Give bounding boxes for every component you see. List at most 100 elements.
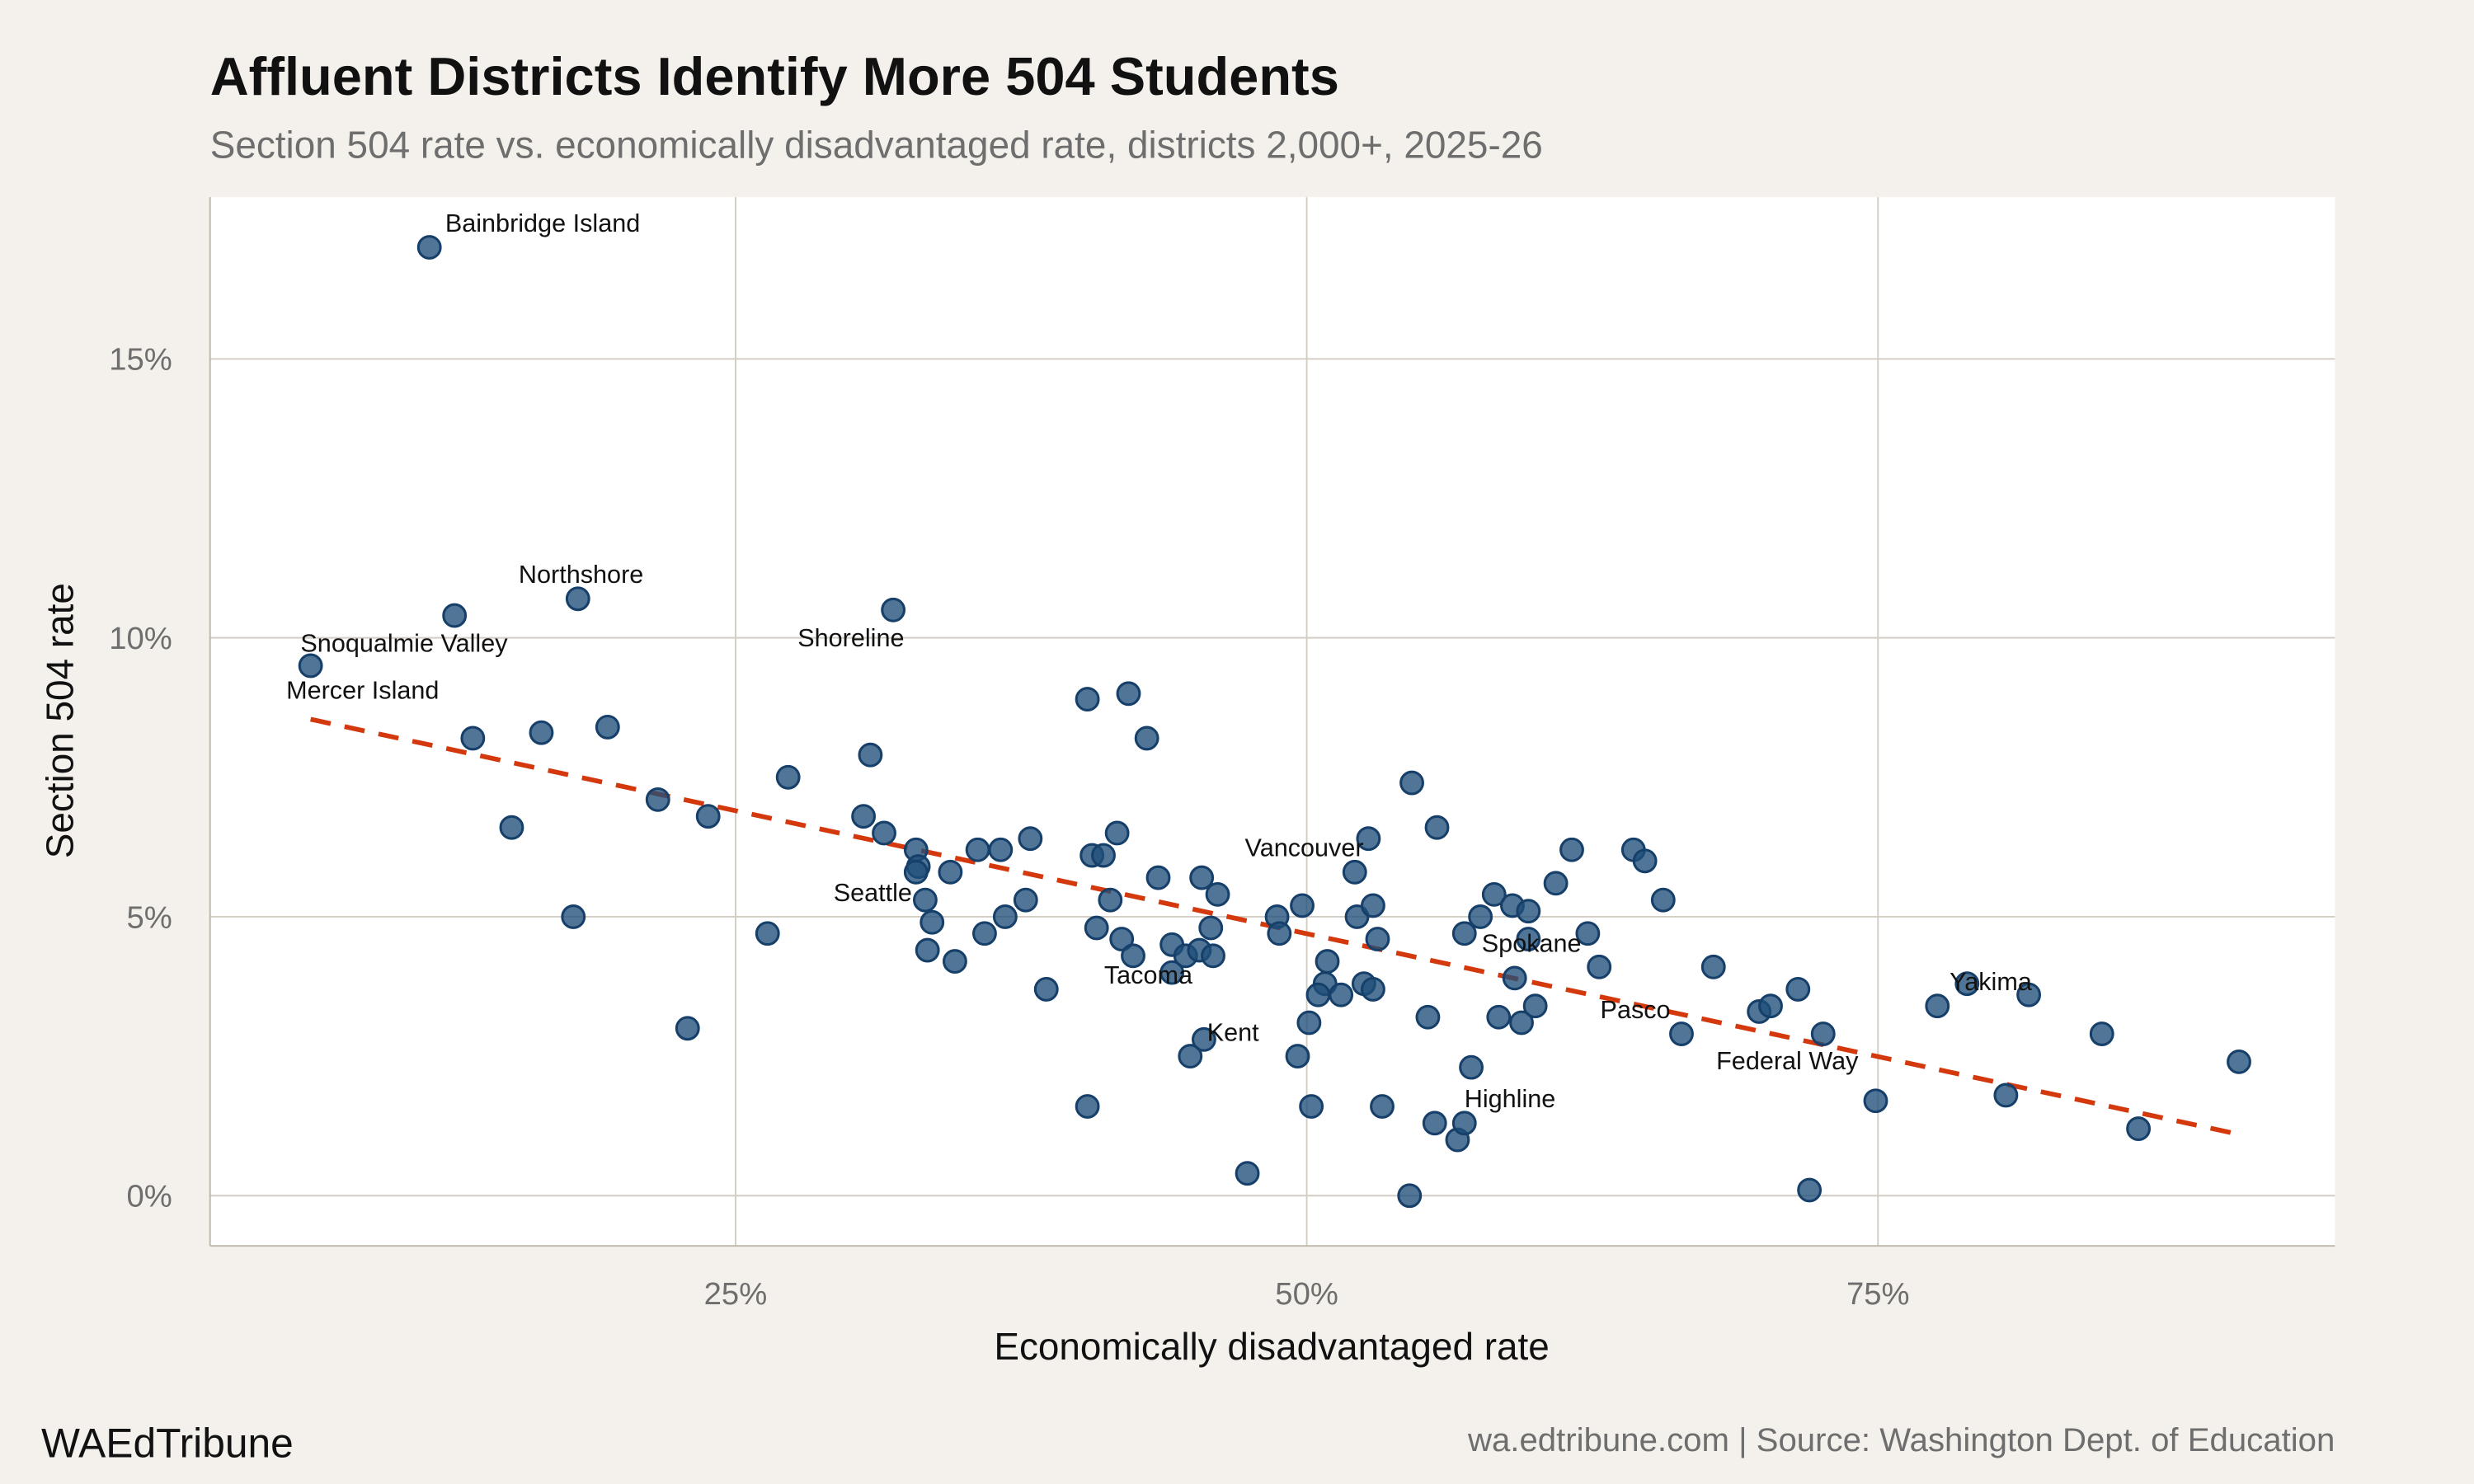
data-point: [1205, 881, 1230, 907]
data-point: [915, 937, 940, 963]
point-label: Tacoma: [1104, 961, 1193, 989]
data-point: [988, 837, 1014, 862]
data-point: [1575, 921, 1601, 946]
x-tick-label: 50%: [1275, 1276, 1338, 1312]
point-label: Spokane: [1482, 929, 1582, 957]
data-point: [645, 787, 670, 812]
data-points: [298, 235, 2251, 1209]
data-point: [920, 909, 945, 935]
point-label: Vancouver: [1245, 834, 1364, 862]
data-point: [1370, 1094, 1395, 1119]
data-point: [992, 904, 1018, 929]
data-point: [1104, 820, 1130, 846]
data-point: [912, 887, 938, 913]
data-point: [1502, 965, 1527, 991]
data-point: [1178, 1044, 1203, 1069]
data-point: [1516, 927, 1541, 951]
data-point: [1299, 1094, 1324, 1119]
data-point: [1329, 982, 1354, 1007]
data-point: [1415, 1004, 1441, 1030]
data-point: [1399, 770, 1424, 796]
data-point: [1758, 993, 1783, 1019]
data-point: [1543, 871, 1569, 896]
data-point: [1365, 927, 1390, 951]
data-point: [1650, 887, 1676, 913]
data-point: [1189, 865, 1215, 890]
data-point: [595, 714, 620, 740]
data-point: [1075, 1094, 1100, 1119]
y-tick-label: 15%: [109, 342, 172, 378]
data-point: [1116, 681, 1141, 707]
data-point: [1075, 687, 1100, 711]
data-point: [943, 949, 967, 974]
data-point: [1797, 1177, 1823, 1203]
x-axis-label: Economically disadvantaged rate: [994, 1325, 1549, 1368]
data-point: [2126, 1116, 2152, 1141]
data-point: [1459, 1054, 1484, 1080]
data-point: [1018, 826, 1043, 852]
data-point: [1192, 1026, 1216, 1052]
brand-logo-text: WAEdTribune: [41, 1420, 294, 1466]
point-label: Highline: [1465, 1085, 1556, 1113]
data-point: [1397, 1183, 1423, 1209]
y-tick-label: 5%: [127, 899, 172, 935]
data-point: [851, 804, 877, 829]
data-point: [561, 904, 586, 929]
point-label: Kent: [1207, 1019, 1259, 1047]
data-point: [1033, 976, 1059, 1002]
data-point: [416, 235, 442, 260]
source-note: wa.edtribune.com | Source: Washington De…: [1467, 1421, 2335, 1458]
data-point: [1305, 982, 1331, 1007]
data-point: [1134, 726, 1159, 751]
data-point: [529, 720, 554, 745]
data-point: [1296, 1010, 1322, 1036]
data-point: [1669, 1021, 1694, 1046]
data-point: [1159, 960, 1185, 985]
data-point: [1810, 1021, 1836, 1046]
point-label: Northshore: [519, 561, 643, 589]
data-point: [1522, 993, 1548, 1019]
point-label: Federal Way: [1716, 1047, 1859, 1075]
data-point: [1342, 859, 1367, 885]
data-point: [972, 921, 997, 946]
data-point: [938, 859, 963, 885]
data-point: [675, 1016, 700, 1041]
point-label: Shoreline: [797, 624, 904, 652]
data-point: [442, 603, 468, 628]
data-point: [872, 820, 896, 846]
point-label: Yakima: [1950, 968, 2033, 996]
data-point: [1516, 899, 1541, 924]
data-point: [1486, 1004, 1512, 1030]
data-point: [1361, 893, 1385, 918]
data-point: [1424, 815, 1450, 840]
data-point: [2089, 1021, 2114, 1046]
data-point: [755, 921, 780, 946]
data-point: [1993, 1082, 2019, 1108]
data-point: [1145, 865, 1171, 890]
data-point: [903, 859, 929, 885]
data-point: [775, 764, 801, 790]
data-point: [1785, 976, 1811, 1002]
point-label: Bainbridge Island: [445, 209, 640, 237]
data-point: [1361, 976, 1385, 1002]
data-point: [1109, 927, 1135, 951]
data-point: [460, 726, 486, 751]
data-point: [1098, 887, 1123, 913]
point-label: Pasco: [1601, 996, 1671, 1024]
data-point: [1013, 887, 1038, 913]
y-axis-label: Section 504 rate: [38, 583, 81, 858]
data-point: [1451, 1111, 1477, 1136]
data-point: [499, 815, 524, 840]
data-point: [695, 804, 721, 829]
plot-panel: [209, 197, 2335, 1247]
data-point: [1422, 1111, 1447, 1136]
data-point: [1091, 843, 1116, 868]
data-point: [965, 837, 990, 862]
point-labels: Bainbridge Island Snoqualmie Valley Norths…: [286, 209, 2033, 1113]
data-point: [1201, 943, 1225, 969]
y-tick-label: 0%: [127, 1179, 172, 1214]
data-point: [1267, 921, 1292, 946]
data-point: [1863, 1088, 1888, 1114]
data-point: [1925, 993, 1950, 1019]
